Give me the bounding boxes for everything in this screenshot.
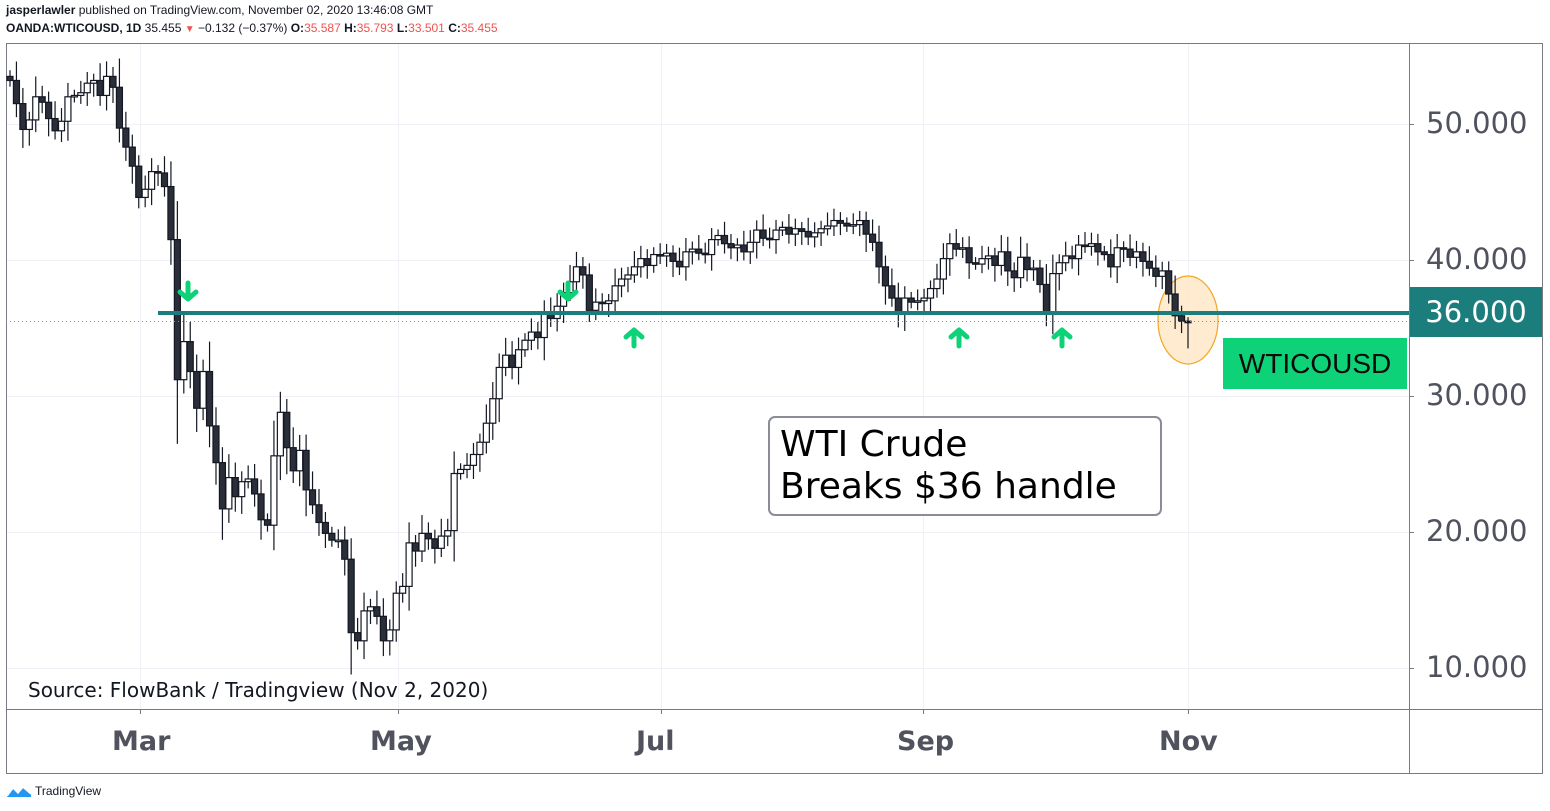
y-tick-40: 40.000 <box>1426 242 1528 276</box>
up-arrow-icon <box>948 327 970 349</box>
down-arrow-icon <box>557 280 579 302</box>
tradingview-brand[interactable]: TradingView <box>6 784 101 798</box>
up-arrow-icon <box>1051 327 1073 349</box>
low-value: 33.501 <box>408 21 445 35</box>
source-caption: Source: FlowBank / Tradingview (Nov 2, 2… <box>28 678 489 702</box>
candlestick-series <box>6 58 1166 675</box>
y-tick-50: 50.000 <box>1426 106 1528 140</box>
low-label: L: <box>396 21 409 35</box>
y-tick-30: 30.000 <box>1426 378 1528 412</box>
x-tick-nov: Nov <box>1159 726 1218 757</box>
symbol-legend: OANDA:WTICOUSD, 1D 35.455 ▼ −0.132 (−0.3… <box>6 21 498 35</box>
grid-lines <box>7 44 1414 714</box>
x-tick-mar: Mar <box>112 726 171 757</box>
high-label: H: <box>344 21 357 35</box>
x-tick-may: May <box>370 726 432 757</box>
down-arrow-icon <box>177 280 199 302</box>
open-label: O: <box>290 21 305 35</box>
last-price: 35.455 <box>144 21 182 35</box>
chart-frame <box>6 43 1543 774</box>
symbol-tag: WTICOUSD <box>1223 338 1407 389</box>
note-line-1: WTI Crude <box>780 424 968 465</box>
price-change: −0.132 (−0.37%) <box>197 21 288 35</box>
publish-text: published on TradingView.com, November 0… <box>78 3 434 17</box>
up-arrow-icon <box>623 327 645 349</box>
level-price-tag: 36.000 <box>1410 287 1542 337</box>
close-value: 35.455 <box>460 21 498 35</box>
close-label: C: <box>448 21 461 35</box>
down-triangle-icon: ▼ <box>184 24 195 35</box>
high-value: 35.793 <box>356 21 394 35</box>
annotation-note[interactable]: WTI Crude Breaks $36 handle <box>768 416 1162 516</box>
y-tick-20: 20.000 <box>1426 514 1528 548</box>
y-tick-10: 10.000 <box>1426 650 1528 684</box>
x-tick-sep: Sep <box>897 726 955 757</box>
tradingview-logo-icon <box>6 785 32 797</box>
marker-arrows <box>177 280 1073 349</box>
brand-name: TradingView <box>35 784 102 798</box>
publish-info: jasperlawler published on TradingView.co… <box>6 3 433 17</box>
note-line-2: Breaks $36 handle <box>780 466 1117 507</box>
author-name: jasperlawler <box>6 3 76 17</box>
open-value: 35.587 <box>304 21 341 35</box>
symbol-name: OANDA:WTICOUSD, 1D <box>6 21 142 35</box>
x-tick-jul: Jul <box>636 726 675 757</box>
